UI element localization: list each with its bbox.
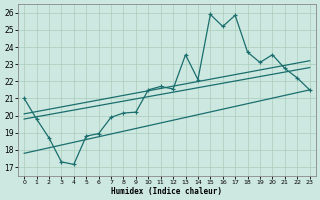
X-axis label: Humidex (Indice chaleur): Humidex (Indice chaleur) [111, 187, 222, 196]
